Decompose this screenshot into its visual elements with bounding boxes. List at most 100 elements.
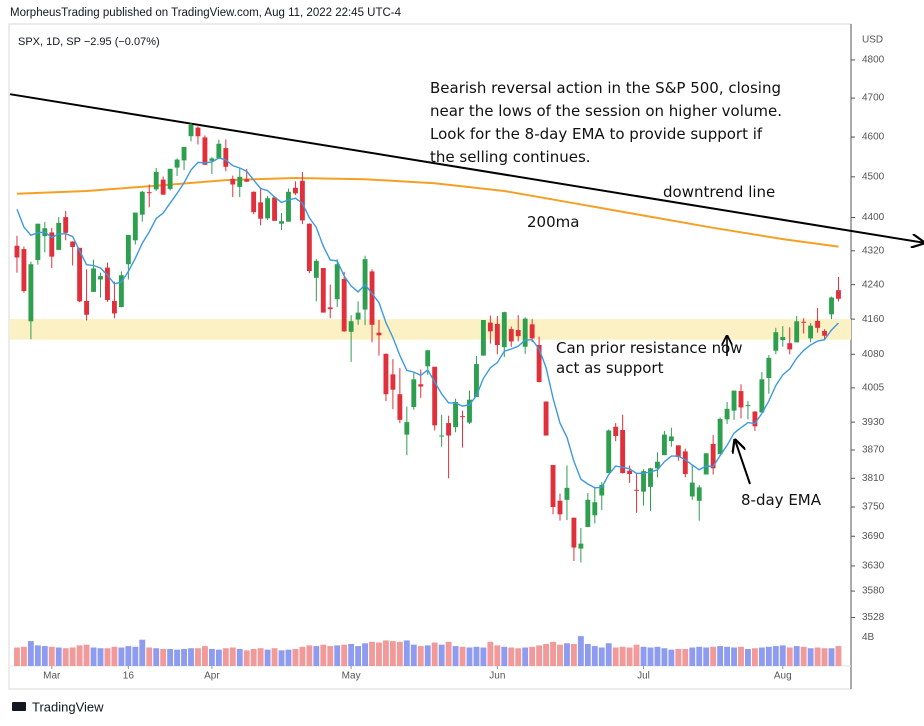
volume-bar (146, 647, 153, 666)
volume-bar (320, 644, 327, 666)
candle-body (306, 223, 312, 271)
candle-body (515, 330, 521, 337)
volume-bar (299, 646, 306, 666)
volume-bar (229, 647, 236, 666)
candle-body (98, 276, 103, 280)
candle-body (599, 484, 605, 496)
x-tick-label: Aug (774, 671, 792, 682)
volume-bar (536, 645, 543, 666)
tradingview-logo (12, 702, 26, 711)
volume-bar (738, 646, 744, 666)
volume-bar (758, 647, 765, 666)
volume-bar (598, 647, 605, 666)
candle-body (592, 502, 598, 516)
volume-bar (167, 648, 174, 666)
volume-bar (62, 648, 69, 666)
candle-body (682, 451, 688, 475)
volume-bar (786, 647, 793, 666)
volume-bar (76, 645, 83, 666)
candle-body (661, 434, 667, 456)
volume-bar (14, 647, 20, 666)
volume-bar (772, 646, 779, 666)
candle-body (28, 264, 34, 322)
candle-body (272, 197, 277, 221)
candle-body (745, 405, 751, 407)
legend-text: SPX, 1D, SP −2.95 (−0.07%) (18, 36, 160, 48)
candle-body (327, 307, 333, 310)
volume-bar (605, 643, 612, 666)
volume-bar (410, 644, 417, 666)
candle-body (627, 470, 633, 475)
volume-bar (139, 639, 146, 666)
volume-bar (97, 648, 104, 666)
volume-bar (779, 645, 786, 666)
candle-body (258, 202, 264, 219)
candle-body (780, 337, 786, 341)
volume-bar (793, 646, 800, 666)
candle-body (467, 399, 472, 423)
volume-bar (132, 646, 139, 666)
candle-body (536, 344, 542, 383)
volume-bar (257, 648, 264, 666)
candle-body (404, 422, 410, 435)
volume-bar (501, 646, 508, 666)
candle-body (480, 319, 486, 356)
candle-body (348, 321, 354, 332)
volume-bar (160, 648, 167, 666)
candle-body (195, 127, 201, 137)
volume-bar (383, 640, 389, 666)
y-tick-label: 3810 (862, 473, 885, 484)
volume-bar (348, 643, 355, 666)
volume-bar (90, 647, 97, 666)
candle-body (578, 543, 584, 549)
volume-bar (417, 646, 424, 666)
candle-body (167, 168, 173, 189)
volume-bar (703, 647, 710, 666)
candle-body (320, 268, 326, 313)
volume-bar (285, 649, 292, 666)
candle-body (35, 223, 41, 261)
volume-bar (188, 648, 194, 666)
candle-body (411, 379, 417, 407)
volume-bar (222, 648, 229, 666)
candle-body (717, 418, 723, 455)
y-tick-label: 3580 (862, 586, 885, 597)
candle-body (550, 465, 556, 508)
volume-bar (403, 640, 410, 666)
volume-bar (195, 648, 201, 666)
candle-body (696, 487, 702, 501)
volume-bar (313, 646, 320, 666)
x-tick-label: Mar (43, 671, 61, 682)
volume-bar (508, 647, 515, 666)
volume-bar (821, 648, 828, 666)
y-tick-label: 3750 (862, 502, 885, 513)
volume-bar (717, 646, 724, 666)
volume-bar (480, 647, 487, 666)
volume-bar (264, 649, 271, 666)
candle-body (557, 500, 563, 515)
volume-bar (814, 647, 821, 666)
volume-bar (724, 646, 731, 666)
candle-body (125, 234, 131, 265)
candle-body (724, 408, 730, 420)
volume-bar (619, 646, 626, 666)
candle-body (564, 487, 570, 500)
candle-body (286, 191, 291, 222)
candle-body (836, 290, 841, 299)
volume-bar (459, 646, 466, 666)
annotation-text: 8-day EMA (741, 491, 822, 509)
candle-body (223, 148, 229, 167)
y-tick-label: 4600 (862, 132, 885, 143)
candle-body (794, 321, 800, 343)
candle-body (188, 124, 194, 137)
candle-body (383, 353, 389, 395)
candle-body (439, 435, 445, 437)
y-tick-label: 3690 (862, 531, 885, 542)
candle-body (731, 390, 737, 411)
annotation-text: the selling continues. (430, 148, 591, 166)
volume-bar (522, 647, 529, 666)
volume-bar (745, 648, 751, 666)
candle-body (752, 411, 758, 427)
candle-body (216, 143, 222, 159)
header: MorpheusTrading published on TradingView… (10, 7, 402, 19)
